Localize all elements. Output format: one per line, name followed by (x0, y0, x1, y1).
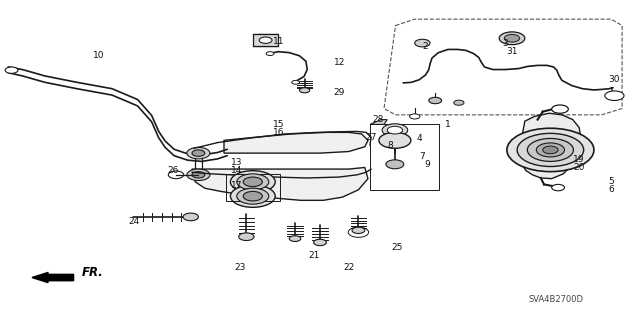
Circle shape (187, 147, 210, 159)
Circle shape (314, 239, 326, 246)
Text: 1: 1 (445, 120, 451, 129)
Circle shape (507, 128, 594, 172)
Circle shape (536, 143, 564, 157)
Text: 11: 11 (273, 37, 284, 46)
Text: SVA4B2700D: SVA4B2700D (528, 295, 583, 304)
Text: 27: 27 (365, 133, 377, 142)
Text: 17: 17 (231, 181, 243, 189)
Text: 9: 9 (425, 160, 430, 169)
Circle shape (379, 132, 411, 148)
Text: 30: 30 (609, 75, 620, 84)
Circle shape (243, 191, 262, 201)
Circle shape (243, 177, 262, 187)
Circle shape (605, 91, 624, 100)
Text: 5: 5 (609, 177, 614, 186)
Circle shape (382, 124, 408, 137)
Circle shape (168, 171, 184, 179)
Circle shape (230, 185, 275, 207)
Circle shape (552, 105, 568, 113)
Circle shape (192, 172, 205, 178)
Circle shape (499, 32, 525, 45)
Bar (253, 34, 278, 46)
Circle shape (192, 150, 205, 156)
Bar (226, 174, 280, 201)
Text: 19: 19 (573, 155, 585, 164)
Circle shape (239, 233, 254, 241)
Text: 12: 12 (333, 58, 345, 67)
Polygon shape (224, 132, 368, 153)
Text: 13: 13 (231, 158, 243, 167)
Circle shape (266, 52, 274, 56)
Circle shape (410, 114, 420, 119)
Circle shape (352, 227, 365, 234)
Circle shape (292, 80, 300, 84)
Circle shape (552, 184, 564, 191)
Circle shape (387, 126, 403, 134)
Circle shape (230, 171, 275, 193)
Circle shape (259, 37, 272, 43)
Circle shape (289, 236, 301, 241)
Text: 16: 16 (273, 128, 284, 137)
Text: 24: 24 (129, 217, 140, 226)
Circle shape (429, 97, 442, 104)
Text: 31: 31 (506, 47, 518, 56)
Text: 22: 22 (343, 263, 355, 272)
Text: 14: 14 (231, 166, 243, 175)
Circle shape (504, 34, 520, 42)
Circle shape (527, 138, 573, 161)
Text: 20: 20 (573, 163, 585, 172)
Text: 2: 2 (423, 42, 428, 51)
FancyArrow shape (32, 272, 74, 283)
Polygon shape (520, 113, 581, 179)
Text: 10: 10 (93, 51, 105, 60)
Circle shape (543, 146, 558, 154)
Circle shape (300, 88, 310, 93)
Text: 8: 8 (388, 141, 393, 150)
Circle shape (187, 169, 210, 181)
Text: 6: 6 (609, 185, 614, 194)
Text: 7: 7 (420, 152, 425, 161)
Text: 26: 26 (167, 166, 179, 175)
Circle shape (386, 160, 404, 169)
Polygon shape (192, 167, 368, 200)
Circle shape (517, 133, 584, 167)
Text: 3: 3 (503, 39, 508, 48)
Bar (370, 124, 439, 190)
Circle shape (415, 39, 430, 47)
Text: 25: 25 (391, 243, 403, 252)
Text: 21: 21 (308, 251, 319, 260)
Polygon shape (370, 120, 387, 124)
Circle shape (237, 174, 269, 190)
Circle shape (5, 67, 18, 73)
Text: FR.: FR. (82, 266, 104, 279)
Text: 29: 29 (333, 88, 345, 97)
Circle shape (237, 188, 269, 204)
Text: 15: 15 (273, 120, 284, 129)
Text: 4: 4 (417, 134, 422, 143)
Text: 28: 28 (372, 115, 383, 124)
Text: 23: 23 (234, 263, 246, 272)
Circle shape (183, 213, 198, 221)
Circle shape (454, 100, 464, 105)
